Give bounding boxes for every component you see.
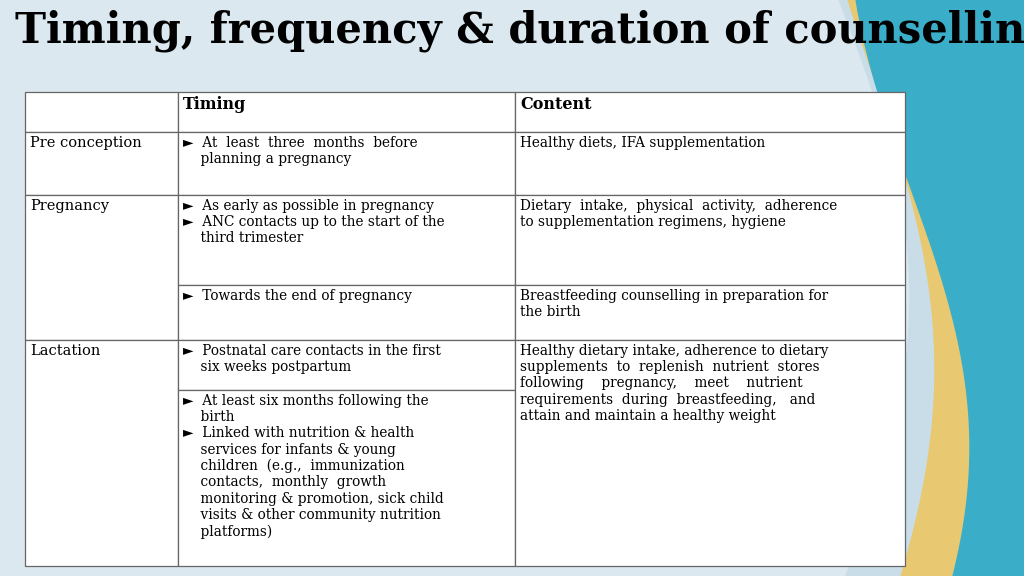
Text: Content: Content (520, 96, 592, 113)
Bar (178, 195, 515, 285)
Text: ►  At  least  three  months  before
    planning a pregnancy: ► At least three months before planning … (183, 136, 418, 166)
Bar (178, 390, 515, 566)
Polygon shape (848, 0, 1024, 576)
Text: Pre conception: Pre conception (30, 136, 141, 150)
Polygon shape (839, 0, 1024, 576)
Bar (25, 340, 178, 566)
Text: Lactation: Lactation (30, 344, 100, 358)
Polygon shape (856, 0, 1024, 576)
Text: Pregnancy: Pregnancy (30, 199, 109, 213)
Bar (178, 92, 515, 132)
Text: Timing, frequency & duration of counselling: Timing, frequency & duration of counsell… (15, 10, 1024, 52)
Bar (515, 340, 905, 566)
Bar (515, 132, 905, 195)
Text: Timing: Timing (183, 96, 247, 113)
Text: ►  As early as possible in pregnancy
►  ANC contacts up to the start of the
    : ► As early as possible in pregnancy ► AN… (183, 199, 444, 245)
Text: Dietary  intake,  physical  activity,  adherence
to supplementation regimens, hy: Dietary intake, physical activity, adher… (520, 199, 838, 229)
Text: ►  Postnatal care contacts in the first
    six weeks postpartum: ► Postnatal care contacts in the first s… (183, 344, 441, 374)
Bar (178, 340, 515, 390)
Text: ►  At least six months following the
    birth
►  Linked with nutrition & health: ► At least six months following the birt… (183, 394, 443, 539)
Bar (25, 195, 178, 340)
Text: ►  Towards the end of pregnancy: ► Towards the end of pregnancy (183, 289, 412, 303)
Bar (178, 285, 515, 340)
Text: Healthy dietary intake, adherence to dietary
supplements  to  replenish  nutrien: Healthy dietary intake, adherence to die… (520, 344, 828, 423)
Text: Healthy diets, IFA supplementation: Healthy diets, IFA supplementation (520, 136, 765, 150)
Bar (25, 132, 178, 195)
Bar (515, 92, 905, 132)
Bar (515, 285, 905, 340)
Text: Breastfeeding counselling in preparation for
the birth: Breastfeeding counselling in preparation… (520, 289, 828, 319)
Bar (178, 132, 515, 195)
Bar (515, 195, 905, 285)
Bar (25, 92, 178, 132)
